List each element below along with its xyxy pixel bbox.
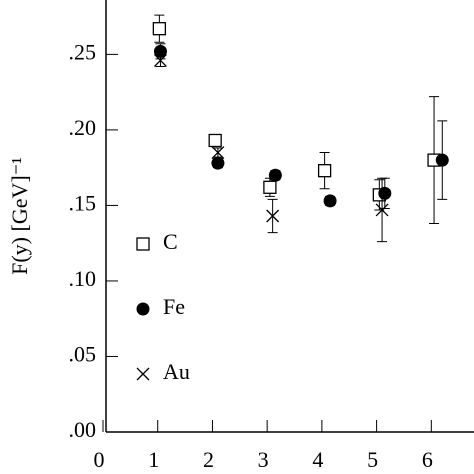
data-point	[375, 203, 389, 217]
data-point	[152, 22, 167, 36]
data-point	[263, 180, 277, 194]
legend-label: Au	[163, 359, 190, 384]
x-tick-label: 6	[422, 447, 433, 472]
data-point	[211, 156, 225, 170]
data-point	[266, 209, 280, 223]
y-tick-label: .00	[69, 417, 97, 442]
data-point	[268, 168, 282, 182]
y-tick-label: .20	[69, 115, 97, 140]
legend-marker	[136, 367, 150, 381]
y-tick-label: .10	[69, 266, 97, 291]
x-tick-label: 4	[312, 447, 323, 472]
y-axis-label: F(y) [GeV]⁻¹	[7, 157, 32, 275]
legend-marker	[136, 302, 150, 316]
x-tick-label: 2	[203, 447, 214, 472]
data-point	[378, 186, 392, 200]
data-point	[323, 194, 337, 208]
y-tick-label: .05	[69, 342, 97, 367]
x-tick-label: 1	[148, 447, 159, 472]
legend-marker	[136, 237, 150, 251]
x-tick-label: 5	[367, 447, 378, 472]
data-point	[211, 146, 225, 160]
legend-label: Fe	[163, 294, 185, 319]
data-point	[208, 133, 222, 148]
legend-label: C	[163, 229, 178, 254]
y-tick-label: .15	[69, 190, 97, 215]
data-point	[317, 164, 332, 178]
data-point	[435, 153, 449, 167]
x-tick-label: 3	[258, 447, 269, 472]
data-point	[153, 53, 167, 67]
x-tick-label: 0	[94, 447, 105, 472]
y-tick-label: .25	[69, 39, 97, 64]
